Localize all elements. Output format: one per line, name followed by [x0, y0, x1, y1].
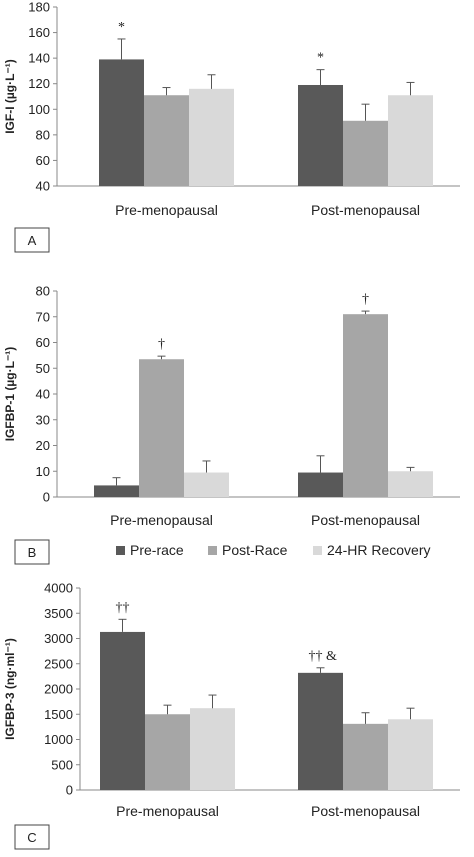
bar — [298, 672, 343, 790]
y-tick-label: 500 — [51, 757, 73, 772]
legend-label: Post-Race — [222, 542, 288, 558]
panel-label-box — [14, 227, 50, 253]
y-tick-label: 0 — [43, 490, 50, 505]
legend-swatch — [116, 546, 125, 555]
y-tick-label: 70 — [36, 309, 50, 324]
y-axis-label: IGF-I (µg·L⁻¹) — [3, 59, 17, 134]
bar — [388, 95, 433, 186]
y-tick-label: 10 — [36, 464, 50, 479]
y-tick-label: 1500 — [44, 707, 73, 722]
y-tick-label: 2000 — [44, 682, 73, 697]
significance-marker: † — [158, 337, 165, 352]
y-tick-label: 180 — [28, 0, 50, 15]
bar — [343, 314, 388, 497]
y-axis-label: IGFBP-1 (µg·L⁻¹) — [3, 347, 17, 442]
y-tick-label: 100 — [28, 102, 50, 117]
significance-marker: † — [362, 292, 369, 307]
y-tick-label: 40 — [36, 179, 50, 194]
y-tick-label: 60 — [36, 153, 50, 168]
y-tick-label: 140 — [28, 51, 50, 66]
y-tick-label: 0 — [66, 783, 73, 798]
category-label: Post-menopausal — [311, 512, 420, 528]
panel-label-box — [14, 539, 50, 565]
panel-label: C — [27, 830, 36, 845]
y-tick-label: 2500 — [44, 656, 73, 671]
bar — [343, 723, 388, 790]
bar — [190, 708, 235, 790]
bar — [145, 714, 190, 790]
significance-marker: * — [317, 51, 324, 66]
bar — [298, 84, 343, 186]
y-axis-label: IGFBP-3 (ng·ml⁻¹) — [3, 638, 17, 740]
category-label: Pre-menopausal — [116, 803, 219, 819]
category-label: Pre-menopausal — [115, 202, 218, 218]
bar — [189, 88, 234, 186]
y-tick-label: 3000 — [44, 631, 73, 646]
bar — [94, 485, 139, 497]
category-label: Post-menopausal — [311, 202, 420, 218]
significance-marker: †† & — [309, 649, 338, 664]
legend-label: 24-HR Recovery — [327, 542, 430, 558]
significance-marker: †† — [116, 600, 130, 615]
legend-swatch — [313, 546, 322, 555]
bar — [388, 719, 433, 790]
y-tick-label: 160 — [28, 25, 50, 40]
y-tick-label: 30 — [36, 412, 50, 427]
y-tick-label: 4000 — [44, 581, 73, 596]
y-tick-label: 120 — [28, 76, 50, 91]
bar — [144, 95, 189, 186]
y-tick-label: 80 — [36, 127, 50, 142]
significance-marker: * — [118, 20, 125, 35]
bar — [184, 472, 229, 497]
bar — [100, 631, 145, 790]
y-tick-label: 1000 — [44, 732, 73, 747]
legend-swatch — [208, 546, 217, 555]
bar — [298, 472, 343, 497]
bar — [139, 359, 184, 497]
y-tick-label: 3500 — [44, 606, 73, 621]
y-tick-label: 20 — [36, 438, 50, 453]
y-tick-label: 80 — [36, 284, 50, 299]
bar — [388, 471, 433, 497]
legend-label: Pre-race — [130, 542, 184, 558]
bar — [343, 120, 388, 186]
panel-label-box — [14, 824, 50, 850]
category-label: Post-menopausal — [311, 803, 420, 819]
y-tick-label: 60 — [36, 335, 50, 350]
panel-label: A — [28, 233, 37, 248]
y-tick-label: 40 — [36, 387, 50, 402]
panel-label: B — [28, 545, 37, 560]
bar — [99, 59, 144, 186]
category-label: Pre-menopausal — [110, 512, 213, 528]
y-tick-label: 50 — [36, 361, 50, 376]
